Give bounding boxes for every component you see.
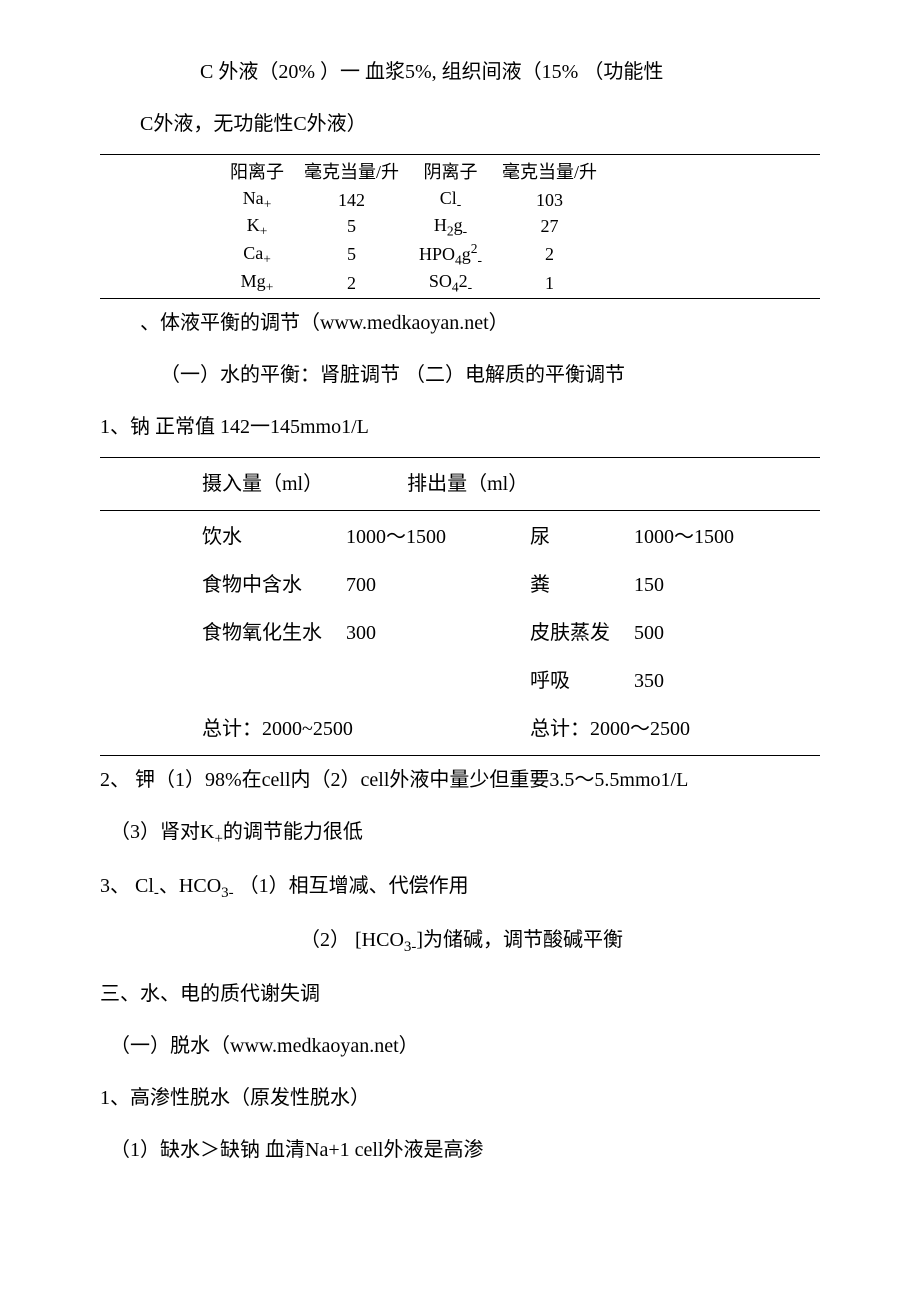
section3-sub3: （1）缺水＞缺钠 血清Na+1 cell外液是高渗 — [100, 1128, 820, 1172]
cell: 5 — [294, 214, 409, 241]
cell: 142 — [294, 187, 409, 214]
table-row: 饮水1000～1500尿1000～1500 — [190, 513, 746, 561]
section2-sub: （一）水的平衡：肾脏调节 （二）电解质的平衡调节 — [100, 353, 820, 397]
cell: 毫克当量/升 — [492, 157, 607, 187]
intro-line-1: C 外液（20% ）一 血浆5%, 组织间液（15% （功能性 — [100, 50, 820, 94]
cl-line: 3、 Cl-、HCO3- （1）相互增减、代偿作用 — [100, 864, 820, 910]
cell: 尿 — [518, 513, 622, 561]
cell: 摄入量（ml） — [190, 460, 335, 508]
cell: 27 — [492, 214, 607, 241]
potassium-line-3: （3）肾对K+的调节能力很低 — [100, 810, 820, 856]
cell — [190, 657, 334, 705]
cell: 阴离子 — [409, 157, 492, 187]
section2-sodium: 1、钠 正常值 142一145mmo1/L — [100, 405, 820, 449]
divider — [100, 298, 820, 299]
cell: 皮肤蒸发 — [518, 609, 622, 657]
cell: 总计：2000～2500 — [518, 705, 746, 753]
section3-title: 三、水、电的质代谢失调 — [100, 972, 820, 1016]
section2-title: 、体液平衡的调节（www.medkaoyan.net） — [100, 301, 820, 345]
balance-table: 摄入量（ml） 排出量（ml） — [190, 460, 540, 508]
cell: 阳离子 — [220, 157, 294, 187]
cell: Na+ — [220, 187, 294, 214]
balance-table-body: 饮水1000～1500尿1000～1500食物中含水700粪150食物氧化生水3… — [190, 513, 746, 753]
cell: Mg+ — [220, 270, 294, 297]
cell: 排出量（ml） — [395, 460, 540, 508]
table-row: K+5H2g-27 — [220, 214, 607, 241]
cell: HPO4g2- — [409, 240, 492, 270]
cell: 食物中含水 — [190, 561, 334, 609]
cell: 700 — [334, 561, 458, 609]
table-row: Mg+2SO42-1 — [220, 270, 607, 297]
table-row: Na+142Cl-103 — [220, 187, 607, 214]
table-row: 呼吸350 — [190, 657, 746, 705]
cell: Cl- — [409, 187, 492, 214]
cell: 5 — [294, 240, 409, 270]
cell: 350 — [622, 657, 746, 705]
cell: 2 — [294, 270, 409, 297]
cell: 粪 — [518, 561, 622, 609]
table-row: 食物中含水700 粪150 — [190, 561, 746, 609]
cell: 150 — [622, 561, 746, 609]
cell — [335, 460, 395, 508]
cell: 500 — [622, 609, 746, 657]
cl-line-2: （2） [HCO3-]为储碱，调节酸碱平衡 — [100, 918, 820, 964]
section3-sub2: 1、高渗性脱水（原发性脱水） — [100, 1076, 820, 1120]
balance-total-row: 总计：2000~2500 总计：2000～2500 — [190, 705, 746, 753]
table-row: Ca+5HPO4g2-2 — [220, 240, 607, 270]
cell: K+ — [220, 214, 294, 241]
cell: 103 — [492, 187, 607, 214]
cell: H2g- — [409, 214, 492, 241]
section3-sub1: （一）脱水（www.medkaoyan.net） — [100, 1024, 820, 1068]
divider — [100, 755, 820, 756]
cell: 300 — [334, 609, 458, 657]
cell — [334, 657, 458, 705]
cell: 毫克当量/升 — [294, 157, 409, 187]
balance-header: 摄入量（ml） 排出量（ml） — [190, 460, 540, 508]
cell: 总计：2000~2500 — [190, 705, 458, 753]
cell: SO42- — [409, 270, 492, 297]
ion-table-header: 阳离子 毫克当量/升 阴离子 毫克当量/升 — [220, 157, 607, 187]
cell: 1 — [492, 270, 607, 297]
cell: 2 — [492, 240, 607, 270]
cell: 饮水 — [190, 513, 334, 561]
cell: 食物氧化生水 — [190, 609, 334, 657]
ion-table: 阳离子 毫克当量/升 阴离子 毫克当量/升 Na+142Cl-103K+5H2g… — [220, 157, 607, 296]
potassium-line: 2、 钾（1）98%在cell内（2）cell外液中量少但重要3.5～5.5mm… — [100, 758, 820, 802]
cell: Ca+ — [220, 240, 294, 270]
intro-line-2: C外液，无功能性C外液） — [100, 102, 820, 146]
divider — [100, 457, 820, 458]
cell: 呼吸 — [518, 657, 622, 705]
cell: 1000～1500 — [622, 513, 746, 561]
divider — [100, 510, 820, 511]
cell: 1000～1500 — [334, 513, 458, 561]
divider — [100, 154, 820, 155]
table-row: 食物氧化生水300 皮肤蒸发500 — [190, 609, 746, 657]
